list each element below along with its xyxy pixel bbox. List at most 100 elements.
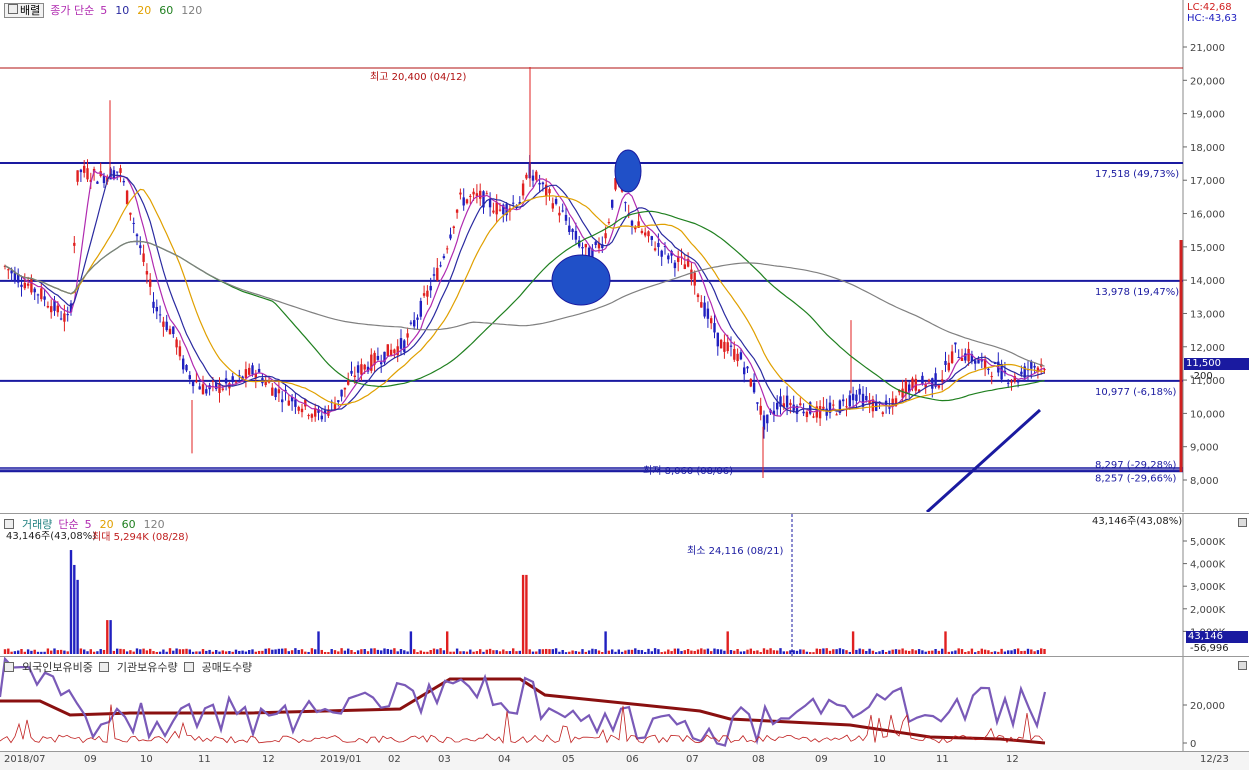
price-pane[interactable]: 21,000 20,000 19,000 18,000 17,000 16,000 15,0… bbox=[0, 0, 1249, 512]
volume-tick-label: 3,000K bbox=[1190, 582, 1226, 593]
x-axis-label: 05 bbox=[562, 754, 575, 765]
candle-body bbox=[426, 290, 429, 297]
pane-close-icon[interactable] bbox=[1238, 661, 1247, 670]
price-toggle-button[interactable]: 배렬 bbox=[4, 2, 45, 18]
candle-body bbox=[376, 355, 380, 360]
candle-body bbox=[482, 191, 485, 208]
candle-body bbox=[152, 301, 155, 308]
volume-bar bbox=[512, 648, 515, 654]
volume-bar bbox=[974, 652, 977, 654]
volume-bar bbox=[541, 649, 545, 654]
volume-bar bbox=[1023, 650, 1026, 654]
volume-bar bbox=[637, 649, 640, 654]
candle-body bbox=[307, 415, 310, 417]
candle-body bbox=[785, 395, 789, 408]
candle-body bbox=[564, 214, 568, 221]
volume-bar bbox=[505, 651, 508, 654]
candle-body bbox=[894, 398, 898, 406]
volume-bar bbox=[79, 648, 83, 654]
pane-close-icon[interactable] bbox=[1238, 518, 1247, 527]
candle-body bbox=[446, 248, 449, 250]
candle-body bbox=[898, 390, 901, 393]
candle-body bbox=[178, 346, 182, 357]
volume-bar bbox=[815, 648, 818, 654]
candle-body bbox=[59, 318, 63, 320]
volume-bar bbox=[858, 648, 861, 654]
candle-body bbox=[993, 362, 997, 364]
volume-bar bbox=[683, 650, 686, 654]
candle-body bbox=[287, 400, 290, 406]
price-chart[interactable]: 21,000 20,000 19,000 18,000 17,000 16,000 15,0… bbox=[0, 0, 1249, 512]
candle-body bbox=[983, 359, 987, 370]
volume-bar bbox=[205, 650, 208, 654]
volume-bar bbox=[211, 651, 215, 654]
candle-body bbox=[789, 402, 792, 406]
candle-body bbox=[297, 406, 300, 411]
candle-body bbox=[254, 373, 257, 379]
short-sale-line bbox=[0, 704, 1044, 744]
candle-body bbox=[96, 181, 99, 184]
volume-bar bbox=[653, 648, 657, 654]
candle-body bbox=[719, 339, 723, 349]
candle-body bbox=[436, 267, 439, 281]
candle-body bbox=[429, 285, 432, 291]
candle-body bbox=[182, 358, 185, 370]
volume-bar bbox=[766, 649, 769, 654]
x-axis-label: 12 bbox=[1006, 754, 1019, 765]
candle-body bbox=[10, 270, 13, 274]
candle-body bbox=[815, 406, 818, 418]
price-tick-label: 14,000 bbox=[1190, 276, 1225, 287]
candle-body bbox=[442, 256, 446, 258]
candle-body bbox=[535, 171, 538, 180]
volume-bar bbox=[894, 649, 898, 654]
candle-body bbox=[950, 351, 954, 363]
volume-bar bbox=[152, 651, 155, 654]
candle-body bbox=[396, 346, 399, 356]
checkbox-icon[interactable] bbox=[98, 662, 109, 672]
candle-body bbox=[809, 402, 812, 414]
volume-bar bbox=[119, 648, 122, 654]
x-axis-label: 09 bbox=[815, 754, 828, 765]
candle-body bbox=[380, 362, 383, 365]
investor-chart[interactable]: 20,000 0 bbox=[0, 657, 1249, 751]
volume-bar bbox=[188, 649, 191, 654]
current-price-tag: 11,500 bbox=[1184, 358, 1249, 370]
checkbox-icon[interactable] bbox=[4, 662, 14, 672]
candle-body bbox=[706, 308, 710, 319]
candle-body bbox=[158, 314, 162, 316]
volume-bar bbox=[102, 649, 106, 654]
level-label: 8,257 (-29,66%) bbox=[1095, 473, 1176, 484]
candle-body bbox=[1007, 382, 1010, 384]
volume-bar bbox=[644, 652, 647, 654]
volume-bar bbox=[238, 650, 241, 654]
volume-bar bbox=[845, 650, 848, 654]
x-axis-label: 06 bbox=[626, 754, 639, 765]
volume-bar bbox=[700, 648, 703, 654]
checkbox-icon[interactable] bbox=[183, 662, 194, 672]
volume-bar bbox=[264, 648, 267, 654]
volume-bar bbox=[195, 651, 198, 654]
volume-bar bbox=[287, 651, 290, 654]
volume-bar bbox=[112, 650, 116, 654]
investor-pane[interactable]: 20,000 0 외국인보유비중 기관보유수량 공매도수량 bbox=[0, 656, 1249, 751]
volume-bar bbox=[66, 651, 69, 654]
candle-body bbox=[323, 410, 327, 414]
checkbox-icon[interactable] bbox=[4, 519, 14, 529]
candle-body bbox=[865, 395, 868, 401]
volume-bar bbox=[347, 648, 350, 654]
volume-bar bbox=[360, 649, 363, 654]
volume-bar bbox=[333, 650, 337, 654]
candle-body bbox=[960, 357, 964, 362]
volume-bar bbox=[944, 631, 947, 654]
volume-bar bbox=[277, 648, 281, 654]
candle-body bbox=[485, 193, 488, 195]
volume-bar bbox=[835, 649, 838, 654]
candle-body bbox=[746, 366, 749, 369]
investor-legend-item: 외국인보유비중 bbox=[22, 661, 93, 674]
volume-bar bbox=[828, 650, 832, 654]
volume-bar bbox=[776, 650, 779, 654]
volume-title: 거래량 bbox=[22, 518, 53, 531]
candle-body bbox=[835, 414, 838, 416]
candle-body bbox=[541, 182, 545, 185]
